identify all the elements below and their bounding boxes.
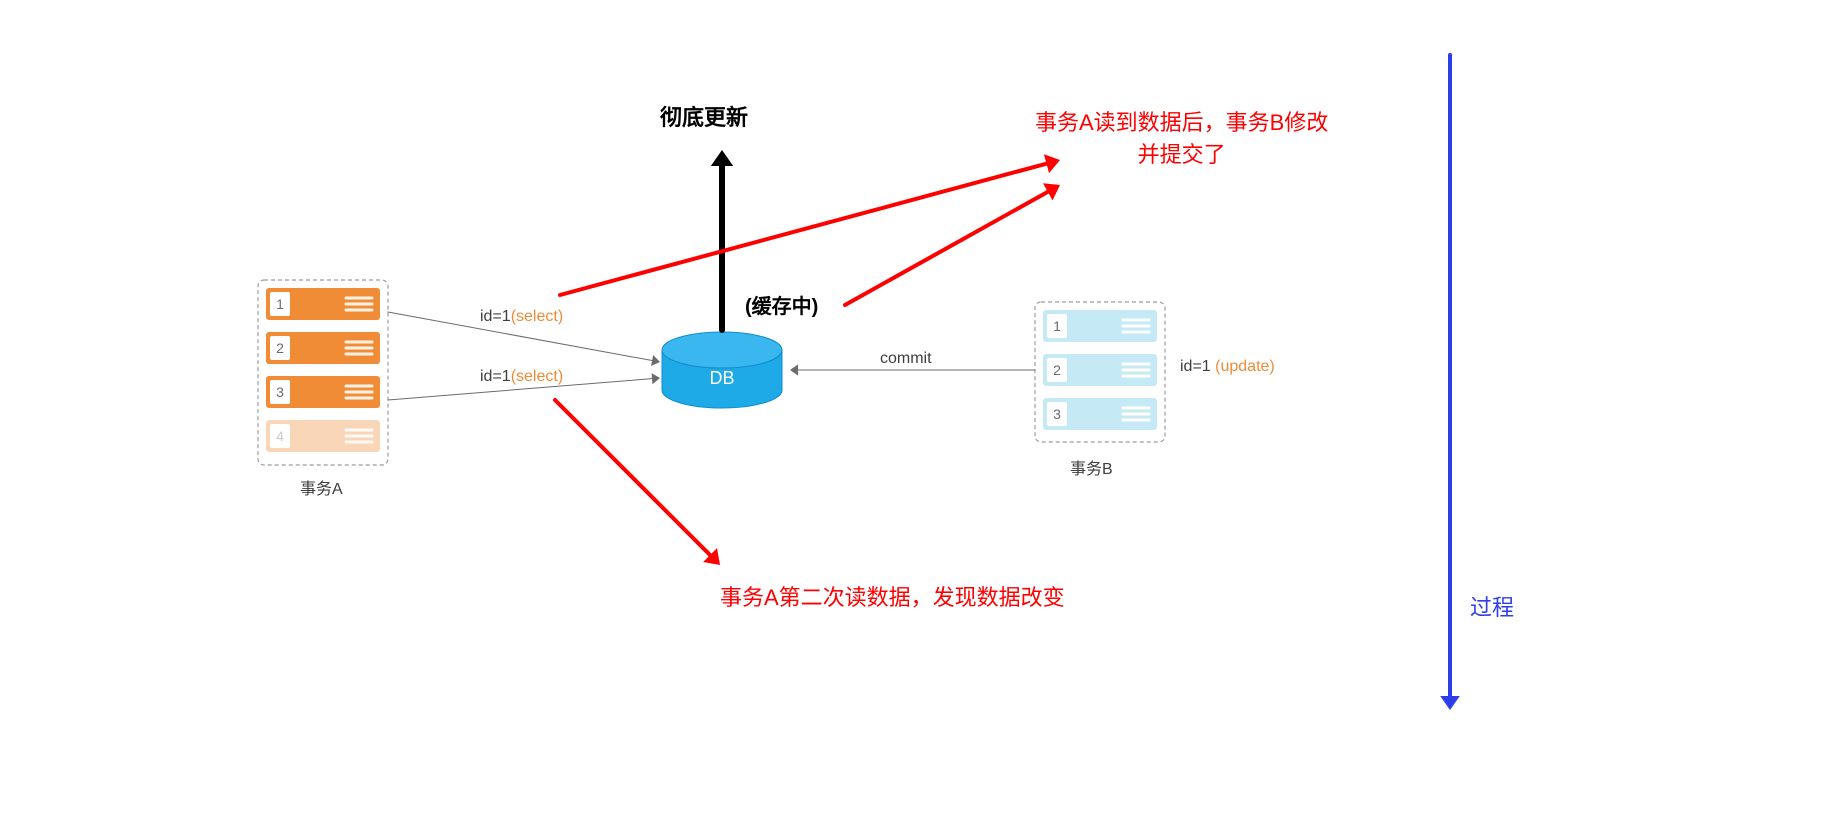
- annotation-1-line2: 并提交了: [1035, 137, 1328, 169]
- svg-text:3: 3: [276, 384, 284, 400]
- svg-text:3: 3: [1053, 406, 1061, 422]
- annotation-1-line1: 事务A读到数据后，事务B修改: [1035, 105, 1328, 137]
- transaction-b-label: 事务B: [1070, 455, 1113, 479]
- transaction-a-label: 事务A: [300, 475, 343, 499]
- svg-text:2: 2: [276, 340, 284, 356]
- svg-text:2: 2: [1053, 362, 1061, 378]
- process-label: 过程: [1470, 590, 1514, 622]
- annotation-1: 事务A读到数据后，事务B修改 并提交了: [1035, 105, 1328, 169]
- edge-label-select-1: id=1(select): [480, 308, 563, 326]
- edge-label-select-2: id=1(select): [480, 368, 563, 386]
- edge-label-select-2-op: (select): [511, 368, 563, 385]
- top-title: 彻底更新: [660, 100, 748, 132]
- svg-text:DB: DB: [709, 368, 734, 388]
- svg-text:4: 4: [276, 428, 284, 444]
- svg-text:1: 1: [1053, 318, 1061, 334]
- edge-label-select-1-op: (select): [511, 308, 563, 325]
- annotation-2: 事务A第二次读数据，发现数据改变: [720, 580, 1065, 612]
- svg-text:1: 1: [276, 296, 284, 312]
- cache-label: (缓存中): [745, 290, 818, 319]
- edge-label-commit: commit: [880, 350, 932, 368]
- edge-label-update: id=1 (update): [1180, 358, 1275, 376]
- edge-label-select-2-id: id=1: [480, 368, 511, 385]
- edge-label-update-id: id=1: [1180, 358, 1215, 375]
- edge-label-update-op: (update): [1215, 358, 1275, 375]
- edge-label-select-1-id: id=1: [480, 308, 511, 325]
- diagram-svg: DB 1 2 3 4 1 2 3: [0, 0, 1847, 836]
